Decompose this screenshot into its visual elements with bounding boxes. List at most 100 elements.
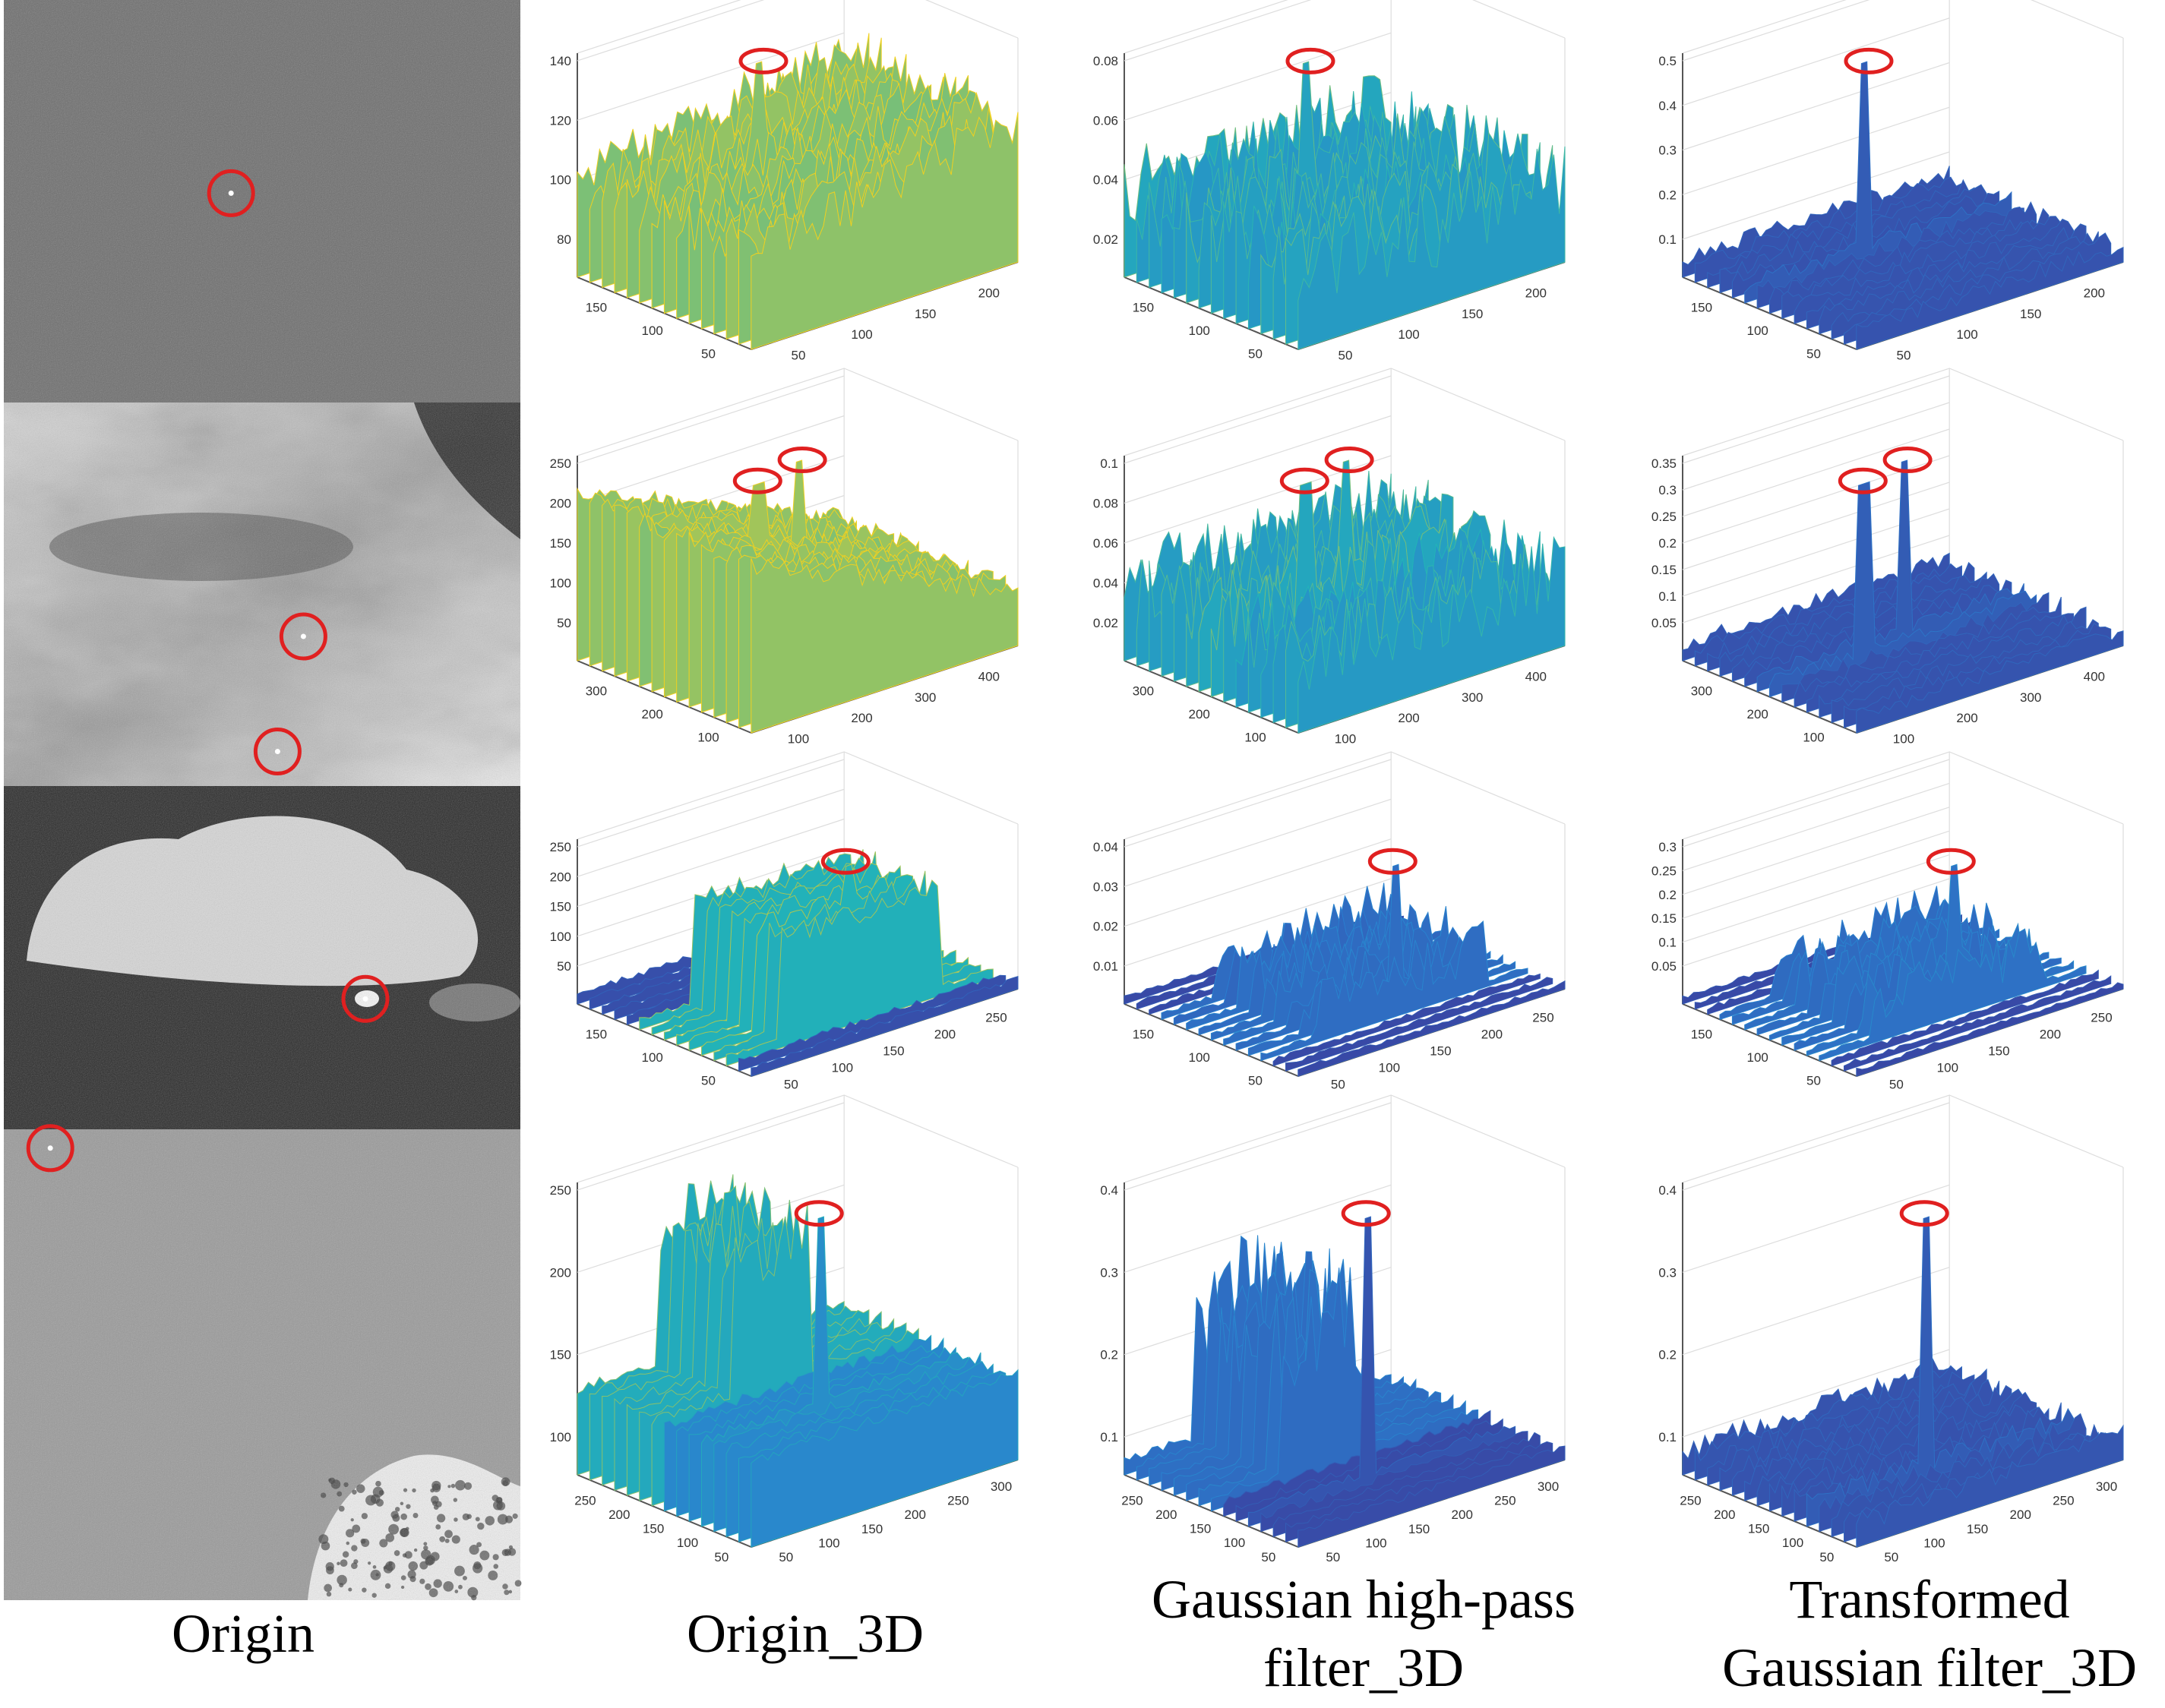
- x-tick-label: 50: [784, 1078, 798, 1092]
- surface-strip: [751, 112, 1019, 350]
- surface-strip: [1260, 920, 1528, 1062]
- target-marker-circle: [253, 728, 302, 776]
- x-tick-label: 100: [1937, 1061, 1958, 1075]
- target-marker-circle: [207, 169, 255, 217]
- z-tick-label: 0.35: [1651, 456, 1677, 471]
- x-tick-label: 150: [1430, 1044, 1451, 1059]
- caption-2: Origin_3D: [687, 1603, 924, 1664]
- x-tick-label: 50: [1897, 349, 1911, 363]
- z-tick-label: 0.4: [1658, 99, 1677, 113]
- x-tick-label: 200: [1452, 1508, 1473, 1522]
- y-tick-label: 100: [697, 731, 719, 745]
- z-gridline: [577, 0, 765, 62]
- z-tick-label: 100: [550, 576, 571, 591]
- grid-top-edge: [1682, 751, 2124, 840]
- x-tick-label: 150: [1967, 1522, 1988, 1536]
- x-tick-label: 200: [905, 1508, 926, 1522]
- target-dot: [362, 996, 368, 1002]
- grid-top-edge: [1124, 751, 1566, 840]
- x-tick-label: 250: [985, 1010, 1007, 1024]
- x-tick-label: 300: [2096, 1479, 2117, 1494]
- x-tick-label: 150: [2020, 307, 2041, 321]
- y-tick-label: 50: [1248, 1074, 1263, 1088]
- grid-top-edge: [1124, 0, 1566, 54]
- z-gridline: [1682, 782, 1950, 871]
- z-gridline: [577, 415, 845, 504]
- y-tick-label: 200: [1714, 1508, 1735, 1522]
- grid-top-edge: [577, 368, 1019, 456]
- z-tick-label: 250: [550, 456, 571, 471]
- peak-marker-ellipse: [1367, 848, 1418, 875]
- z-gridline: [1682, 1349, 1950, 1438]
- z-gridline: [1124, 375, 1392, 464]
- z-gridline: [577, 1102, 845, 1191]
- grid-top-edge: [1124, 1094, 1566, 1183]
- z-gridline: [1124, 838, 1392, 927]
- caption-1: Origin: [172, 1603, 314, 1664]
- z-tick-label: 0.1: [1658, 232, 1677, 247]
- z-tick-label: 0.1: [1100, 456, 1118, 471]
- z-tick-label: 0.1: [1658, 589, 1677, 604]
- z-gridline: [1682, 878, 1950, 967]
- y-tick-label: 50: [1806, 347, 1821, 361]
- z-tick-label: 0.06: [1093, 536, 1118, 551]
- surface-strip: [1856, 630, 2124, 734]
- y-tick-label: 100: [1747, 324, 1768, 338]
- z-tick-label: 0.3: [1658, 1265, 1677, 1280]
- z-tick-label: 0.2: [1658, 1348, 1677, 1362]
- surface-plot-r1-c2: 0.08 0.06 0.04 0.02 50 100 150 200 150 100 50: [1093, 0, 1566, 363]
- z-tick-label: 120: [550, 113, 571, 128]
- z-tick-label: 0.15: [1651, 563, 1677, 577]
- grid-top-edge: [1682, 368, 2124, 456]
- x-tick-label: 150: [915, 307, 936, 321]
- x-tick-label: 50: [792, 349, 806, 363]
- surface-strip: [1272, 973, 1541, 1067]
- y-tick-label: 100: [1803, 731, 1824, 745]
- x-tick-label: 100: [1893, 732, 1914, 747]
- z-tick-label: 0.5: [1658, 54, 1677, 68]
- z-tick-label: 0.06: [1093, 113, 1118, 128]
- z-gridline: [1682, 375, 1950, 464]
- y-tick-label: 50: [1806, 1074, 1821, 1088]
- photo-grain: [4, 1129, 520, 1600]
- surface-strip: [1819, 928, 2087, 1062]
- surface-strip: [1285, 977, 1553, 1072]
- z-tick-label: 50: [557, 616, 571, 630]
- z-gridline: [1682, 1184, 1950, 1273]
- peak-marker-ellipse: [738, 47, 789, 74]
- x-tick-label: 400: [2084, 669, 2105, 684]
- z-tick-label: 50: [557, 959, 571, 974]
- y-tick-label: 150: [1133, 300, 1154, 314]
- y-tick-label: 100: [642, 1050, 663, 1065]
- y-tick-label: 50: [1248, 347, 1263, 361]
- surface-plot-r4-c2: 0.4 0.3 0.2 0.1 50 100 150 200 250 300 250 200 150 10…: [1100, 1094, 1566, 1564]
- z-tick-label: 0.04: [1093, 576, 1118, 591]
- z-gridline: [1124, 1102, 1392, 1191]
- origin-photo-row-4: [4, 1124, 522, 1601]
- surface-strip: [1831, 969, 2099, 1067]
- surface-plot-r1-c3: 0.5 0.4 0.3 0.2 0.1 50 100 150 200 150 100 50: [1658, 0, 2124, 363]
- surface-mesh: [1682, 863, 2124, 1077]
- photo-grain: [4, 786, 520, 1129]
- target-marker-circle: [279, 612, 327, 661]
- photo-grain: [4, 0, 520, 403]
- x-tick-label: 300: [1538, 1479, 1559, 1494]
- caption-line: Origin_3D: [687, 1603, 924, 1664]
- origin-photo-row-3: [4, 786, 520, 1129]
- z-tick-label: 0.3: [1100, 1265, 1118, 1280]
- grid-top-edge: [577, 0, 1019, 54]
- surface-plot-r3-c3: 0.3 0.25 0.2 0.15 0.1 0.05 50 100 150 200 250 150 10…: [1651, 751, 2124, 1092]
- surface-plot-r2-c1: 250 200 150 100 50 100 200 300 400 300 200 100: [550, 368, 1019, 747]
- z-gridline: [1124, 415, 1392, 504]
- caption-line: Origin: [172, 1603, 314, 1664]
- z-tick-label: 0.08: [1093, 54, 1118, 68]
- x-tick-label: 100: [851, 327, 872, 342]
- peak-marker-ellipse: [1838, 467, 1888, 494]
- y-tick-label: 100: [1747, 1050, 1768, 1065]
- x-tick-label: 100: [1379, 1061, 1400, 1075]
- z-gridline: [1682, 830, 1950, 919]
- z-tick-label: 0.02: [1093, 616, 1118, 630]
- x-tick-label: 200: [2010, 1508, 2031, 1522]
- x-tick-label: 200: [851, 711, 872, 725]
